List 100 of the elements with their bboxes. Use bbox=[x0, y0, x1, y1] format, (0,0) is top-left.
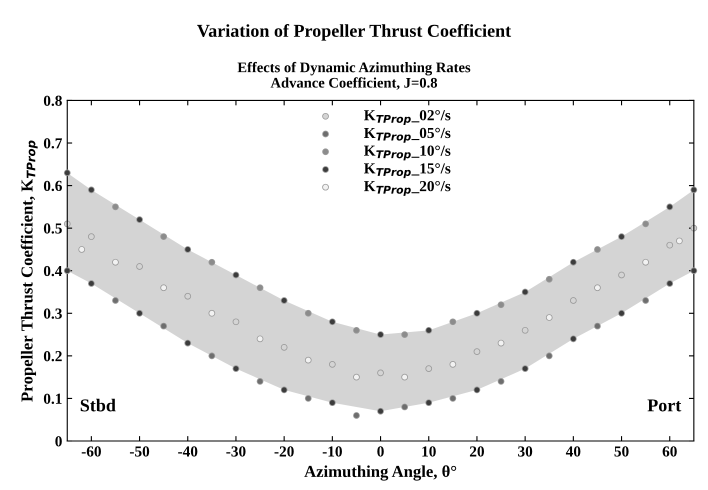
x-tick-label: 10 bbox=[422, 446, 436, 457]
point bbox=[666, 242, 674, 249]
point bbox=[594, 322, 601, 330]
point bbox=[546, 352, 553, 360]
point bbox=[522, 365, 529, 372]
x-tick-label: -60 bbox=[82, 446, 101, 457]
legend-label: K$_{TProp}$_10°/s bbox=[364, 146, 450, 160]
chart-title: Variation of Propeller Thrust Coefficient bbox=[197, 24, 512, 41]
annotation: Stbd bbox=[80, 398, 116, 412]
point bbox=[690, 267, 698, 274]
point bbox=[232, 365, 240, 372]
chart-subtitle: Effects of Dynamic Azimuthing Rates Advance Coefficient, J=0.8 bbox=[238, 62, 470, 90]
point bbox=[184, 340, 192, 346]
x-tick-label: -10 bbox=[322, 446, 342, 457]
point bbox=[449, 395, 456, 402]
y-axis-title: Propeller Thrust Coefficient, K$_{TProp}$ bbox=[20, 140, 38, 402]
x-tick-label: -50 bbox=[130, 446, 150, 457]
legend-label: K$_{TProp}$_20°/s bbox=[364, 180, 450, 196]
point bbox=[280, 297, 288, 304]
point bbox=[112, 204, 119, 210]
point bbox=[304, 356, 312, 364]
point bbox=[570, 335, 577, 342]
x-tick-label: 0 bbox=[377, 446, 384, 457]
y-tick-label: 0.2 bbox=[44, 351, 62, 362]
point bbox=[690, 186, 698, 194]
point bbox=[88, 233, 95, 240]
point bbox=[546, 314, 553, 321]
point bbox=[401, 374, 408, 381]
point bbox=[136, 263, 143, 270]
point bbox=[618, 272, 625, 278]
point bbox=[522, 326, 529, 334]
point bbox=[425, 399, 432, 406]
point bbox=[256, 378, 264, 385]
point bbox=[112, 258, 119, 266]
y-tick-label: 0.6 bbox=[44, 180, 62, 192]
point bbox=[498, 340, 504, 346]
x-axis-title: Azimuthing Angle, θ° bbox=[304, 465, 456, 481]
legend-label: K$_{TProp}$_05°/s bbox=[364, 128, 450, 143]
point bbox=[184, 292, 192, 300]
point bbox=[498, 301, 504, 308]
point bbox=[208, 310, 216, 317]
y-tick-label: 0 bbox=[55, 436, 62, 446]
point bbox=[474, 386, 480, 394]
point bbox=[498, 378, 504, 385]
x-tick-label: 40 bbox=[566, 446, 580, 457]
y-tick-label: 0.4 bbox=[44, 266, 62, 276]
point bbox=[546, 276, 553, 283]
point bbox=[642, 297, 650, 304]
point bbox=[377, 370, 384, 376]
point bbox=[353, 326, 360, 334]
point bbox=[642, 258, 650, 266]
point bbox=[304, 395, 312, 402]
point bbox=[618, 233, 625, 240]
legend-label: K$_{TProp}$_02°/s bbox=[364, 110, 450, 125]
y-tick-label: 0.8 bbox=[44, 96, 62, 106]
x-tick-label: -30 bbox=[226, 446, 246, 457]
point bbox=[401, 404, 408, 410]
point bbox=[256, 284, 264, 292]
point bbox=[666, 280, 674, 287]
point bbox=[377, 408, 384, 415]
point bbox=[474, 310, 480, 317]
x-tick-label: 50 bbox=[614, 446, 629, 457]
point bbox=[618, 310, 625, 317]
point bbox=[208, 258, 216, 266]
point bbox=[676, 238, 683, 244]
point bbox=[136, 216, 143, 224]
point bbox=[160, 233, 168, 240]
point bbox=[112, 297, 119, 304]
point bbox=[425, 365, 432, 372]
point bbox=[594, 284, 601, 292]
point bbox=[232, 318, 240, 326]
point bbox=[642, 220, 650, 228]
point bbox=[449, 361, 456, 368]
point bbox=[64, 169, 71, 176]
point bbox=[184, 246, 192, 253]
point bbox=[78, 246, 86, 253]
point bbox=[570, 297, 577, 304]
point bbox=[425, 326, 432, 334]
point bbox=[522, 288, 529, 296]
x-tick-label: 60 bbox=[662, 446, 677, 457]
point bbox=[474, 348, 480, 355]
x-tick-label: -40 bbox=[178, 446, 198, 457]
y-tick-label: 0.1 bbox=[44, 394, 62, 404]
x-tick-label: -20 bbox=[274, 446, 294, 457]
point bbox=[208, 352, 216, 360]
point bbox=[328, 361, 336, 368]
point bbox=[160, 284, 168, 292]
point bbox=[256, 335, 264, 342]
point bbox=[377, 331, 384, 338]
annotation: Port bbox=[648, 399, 682, 412]
point bbox=[353, 412, 360, 419]
x-tick-label: 30 bbox=[518, 446, 532, 457]
x-tick-label: 20 bbox=[470, 446, 484, 457]
legend-label: K$_{TProp}$_15°/s bbox=[364, 163, 450, 178]
point bbox=[666, 204, 674, 210]
point bbox=[88, 186, 95, 194]
point bbox=[570, 258, 577, 266]
point bbox=[401, 331, 408, 338]
point bbox=[160, 322, 168, 330]
y-tick-label: 0.7 bbox=[44, 138, 62, 149]
